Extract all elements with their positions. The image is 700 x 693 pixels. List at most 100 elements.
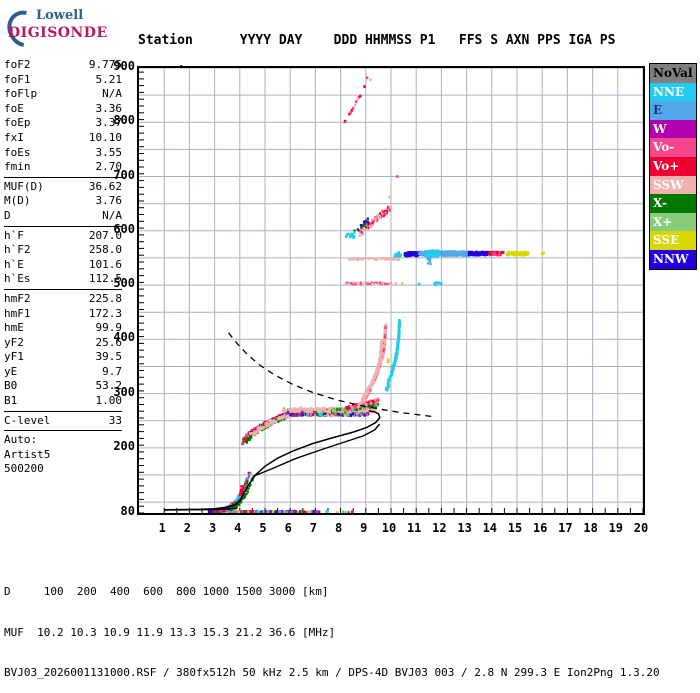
echo-pixel <box>390 284 392 286</box>
echo-pixel <box>307 409 310 412</box>
echo-pixel <box>352 236 354 239</box>
echo-pixel <box>290 511 293 513</box>
y-axis-tick-label: 900 <box>95 59 135 73</box>
echo-pixel <box>360 224 362 226</box>
echo-pixel <box>507 251 510 254</box>
legend-item-w[interactable]: W <box>650 120 696 139</box>
echo-pixel <box>366 413 368 416</box>
echo-pixel <box>367 257 369 259</box>
param-key: foFlp <box>4 87 37 102</box>
polarization-legend[interactable]: NoVal NNE E W Vo- Vo+ SSW X- X+ SSE NNW <box>649 63 697 270</box>
echo-pixel <box>395 357 398 360</box>
echo-pixel <box>388 379 391 382</box>
echo-pixel <box>387 283 389 285</box>
muf-dashed-curve <box>229 333 432 417</box>
echo-pixel <box>237 495 239 498</box>
legend-item-vo-[interactable]: Vo+ <box>650 157 696 176</box>
echo-pixel <box>405 252 408 255</box>
echo-pixel <box>525 252 528 255</box>
x-axis-tick-label: 8 <box>327 521 351 535</box>
param-key: foEs <box>4 146 31 161</box>
legend-item-noval[interactable]: NoVal <box>650 64 696 83</box>
echo-pixel <box>430 263 432 266</box>
echo-pixel <box>354 104 356 107</box>
echo-pixel <box>273 419 275 422</box>
echo-pixel <box>363 85 365 88</box>
echo-pixel <box>394 258 396 260</box>
echo-pixel <box>289 409 292 412</box>
echo-pixel <box>379 217 381 219</box>
x-axis-tick-label: 2 <box>175 521 199 535</box>
echo-pixel <box>384 326 386 329</box>
ionogram-canvas[interactable] <box>139 68 643 513</box>
param-key: h`F <box>4 229 24 244</box>
echo-pixel <box>342 511 344 514</box>
echo-pixel <box>323 408 326 411</box>
echo-pixel <box>437 254 440 257</box>
echo-pixel <box>380 351 382 354</box>
echo-pixel <box>359 95 361 98</box>
echo-pixel <box>379 281 381 283</box>
echo-pixel <box>374 376 376 379</box>
legend-item-sse[interactable]: SSE <box>650 231 696 250</box>
x-axis-labels: 1 2 3 4 5 6 7 8 9 10 11 12 13 14 15 16 17 18 19 20 <box>137 519 649 539</box>
legend-item-nne[interactable]: NNE <box>650 83 696 102</box>
echo-pixel <box>270 421 272 424</box>
echo-pixel <box>346 406 348 409</box>
x-axis-tick-label: 4 <box>226 521 250 535</box>
echo-pixel <box>492 253 495 256</box>
param-key: M(D) <box>4 194 31 209</box>
echo-pixel <box>458 254 461 257</box>
echo-pixel <box>375 404 377 407</box>
echo-pixel <box>325 510 327 513</box>
echo-pixel <box>464 253 467 256</box>
echo-pixel <box>421 253 424 256</box>
echo-pixel <box>242 487 244 489</box>
echo-pixel <box>389 196 391 199</box>
ionogram-plot-area[interactable] <box>137 66 645 515</box>
echo-pixel <box>293 407 296 410</box>
footer-muf-row: MUF 10.2 10.3 10.9 11.9 13.3 15.3 21.2 3… <box>4 626 660 640</box>
echo-pixel <box>379 258 381 260</box>
echo-pixel <box>379 356 381 359</box>
echo-pixel <box>367 281 369 283</box>
legend-item-nnw[interactable]: NNW <box>650 250 696 269</box>
echo-pixel <box>369 79 371 82</box>
echo-pixel <box>430 252 433 255</box>
echo-pixel <box>377 219 379 221</box>
y-axis-tick-label: 200 <box>95 439 135 453</box>
legend-item-ssw[interactable]: SSW <box>650 176 696 195</box>
echo-pixel <box>364 407 366 410</box>
legend-item-vo-[interactable]: Vo- <box>650 138 696 157</box>
legend-item-e[interactable]: E <box>650 101 696 120</box>
echo-pixel <box>267 510 270 513</box>
echo-pixel <box>249 438 251 440</box>
echo-pixel <box>317 510 319 513</box>
x-axis-tick-label: 6 <box>276 521 300 535</box>
echo-pixel <box>344 413 346 416</box>
echo-pixel <box>350 111 352 114</box>
legend-item-x-[interactable]: X- <box>650 194 696 213</box>
x-axis-tick-label: 11 <box>402 521 426 535</box>
echo-pixel <box>384 336 386 339</box>
legend-item-x-[interactable]: X+ <box>650 213 696 232</box>
echo-pixel <box>354 229 356 231</box>
echo-pixel <box>256 510 259 513</box>
echo-pixel <box>485 252 488 255</box>
echo-pixel <box>362 399 364 402</box>
echo-pixel <box>358 229 360 231</box>
echo-pixel <box>319 413 321 416</box>
echo-pixel <box>377 215 379 217</box>
x-axis-tick-label: 16 <box>528 521 552 535</box>
x-axis-tick-label: 1 <box>150 521 174 535</box>
echo-pixel <box>522 253 525 256</box>
echo-pixel <box>284 410 287 413</box>
echo-pixel <box>384 330 386 333</box>
echo-pixel <box>355 408 357 411</box>
echo-pixel <box>367 218 369 220</box>
param-key: yF1 <box>4 350 24 365</box>
echo-pixel <box>314 510 316 513</box>
echo-pixel <box>252 434 254 437</box>
echo-pixel <box>352 413 354 416</box>
echo-pixel <box>310 409 313 412</box>
